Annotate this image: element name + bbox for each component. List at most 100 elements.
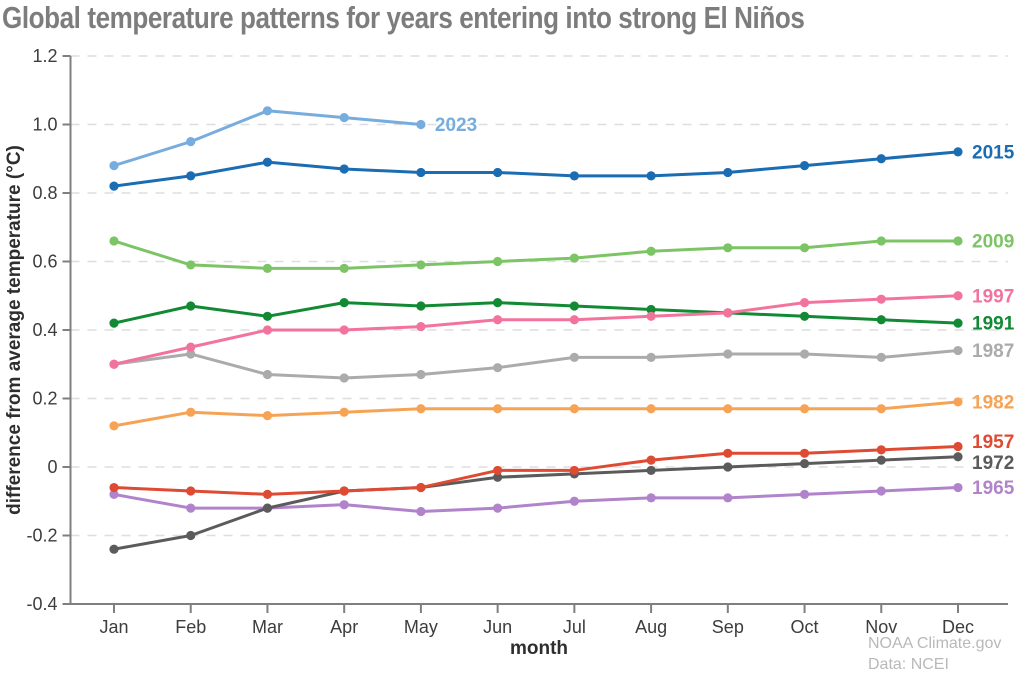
data-point-1997 xyxy=(876,294,886,304)
y-tick-label: 0 xyxy=(47,457,57,477)
data-point-2009 xyxy=(799,243,810,253)
data-point-1982 xyxy=(493,404,503,414)
data-point-1997 xyxy=(646,311,656,321)
data-point-1991 xyxy=(799,311,810,321)
data-point-1957 xyxy=(876,445,886,455)
data-point-1957 xyxy=(799,448,810,458)
data-point-1997 xyxy=(262,325,273,335)
x-tick-label: Nov xyxy=(865,617,897,637)
data-point-2009 xyxy=(569,253,579,263)
data-point-1987 xyxy=(799,349,810,359)
axes: 1.2 1.0 0.8 0.6 0.4 0.2 0 -0.2 -0.4 Jan Feb Mar Apr M… xyxy=(26,46,1008,637)
x-tick-label: Aug xyxy=(635,617,667,637)
data-point-1982 xyxy=(723,404,733,414)
data-point-1987 xyxy=(416,369,426,380)
y-tick-label: 1.0 xyxy=(32,115,57,135)
series-label-2009: 2009 xyxy=(972,231,1014,252)
data-point-1987 xyxy=(876,352,886,362)
series-label-2015: 2015 xyxy=(972,142,1015,163)
x-tick-label: Sep xyxy=(712,617,744,637)
x-tick-label: Jun xyxy=(483,617,512,637)
data-point-2009 xyxy=(493,256,503,267)
data-point-1965 xyxy=(799,489,810,499)
data-point-1991 xyxy=(953,318,963,328)
data-point-1972 xyxy=(876,455,886,465)
series-line-1991 xyxy=(112,301,960,325)
y-tick-label: 0.2 xyxy=(32,389,57,409)
data-point-1957 xyxy=(109,482,119,493)
data-point-2015 xyxy=(646,171,656,181)
y-tick-label: -0.4 xyxy=(26,594,57,614)
data-point-1997 xyxy=(569,315,579,325)
data-point-1972 xyxy=(953,452,963,462)
data-point-2023 xyxy=(416,119,426,130)
data-point-2023 xyxy=(109,161,119,171)
data-point-2009 xyxy=(339,263,349,273)
chart-title: Global temperature patterns for years en… xyxy=(2,0,805,35)
x-tick-label: May xyxy=(404,617,438,637)
data-point-1982 xyxy=(262,411,273,421)
data-point-1991 xyxy=(109,318,119,328)
data-point-1972 xyxy=(493,472,503,482)
data-point-1982 xyxy=(339,407,349,417)
data-point-1972 xyxy=(186,530,196,541)
data-point-1965 xyxy=(876,486,886,496)
data-point-1965 xyxy=(109,489,119,499)
data-point-2015 xyxy=(339,164,349,174)
data-point-2015 xyxy=(799,161,810,171)
data-point-2015 xyxy=(569,171,579,181)
data-point-1982 xyxy=(416,404,426,414)
y-tick-label: 1.2 xyxy=(32,46,57,66)
data-point-1987 xyxy=(186,349,196,359)
data-point-1957 xyxy=(339,486,349,496)
series-line-1965 xyxy=(112,486,960,514)
y-tick-label: -0.2 xyxy=(26,526,57,546)
attribution: NOAA Climate.gov Data: NCEI xyxy=(868,633,1001,675)
data-point-2009 xyxy=(646,246,656,256)
gridlines xyxy=(70,55,1008,537)
series-line-2009 xyxy=(112,239,960,270)
series-label-1991: 1991 xyxy=(972,314,1015,335)
data-point-1997 xyxy=(416,321,426,332)
data-point-1972 xyxy=(262,503,273,513)
data-point-1987 xyxy=(262,369,273,380)
data-point-1987 xyxy=(339,373,349,383)
data-point-1982 xyxy=(799,404,810,414)
data-point-1991 xyxy=(493,298,503,308)
data-point-1972 xyxy=(646,465,656,476)
data-point-1965 xyxy=(953,482,963,493)
data-point-1957 xyxy=(416,482,426,493)
data-point-2023 xyxy=(186,137,196,147)
data-point-1957 xyxy=(569,465,579,476)
data-point-1965 xyxy=(493,503,503,513)
series-line-1987 xyxy=(112,349,960,380)
series-label-1987: 1987 xyxy=(972,341,1014,362)
data-point-1965 xyxy=(339,500,349,510)
data-point-1957 xyxy=(953,441,963,452)
series-line-1997 xyxy=(112,294,960,366)
data-point-1965 xyxy=(416,506,426,517)
x-axis-title: month xyxy=(510,638,568,659)
data-point-1987 xyxy=(953,345,963,356)
data-point-1991 xyxy=(186,301,196,311)
data-point-1957 xyxy=(186,486,196,496)
data-point-1997 xyxy=(186,342,196,352)
y-tick-label: 0.8 xyxy=(32,183,57,203)
x-tick-label: Jul xyxy=(563,617,586,637)
data-point-1957 xyxy=(723,448,733,458)
data-point-1997 xyxy=(109,359,119,369)
data-point-1957 xyxy=(493,465,503,476)
y-tick-label: 0.6 xyxy=(32,252,57,272)
data-point-1957 xyxy=(646,455,656,465)
x-tick-label: Jan xyxy=(99,617,128,637)
data-point-1957 xyxy=(262,489,273,499)
data-point-1972 xyxy=(723,462,733,472)
data-point-1982 xyxy=(646,404,656,414)
data-point-2015 xyxy=(723,167,733,178)
data-point-2015 xyxy=(953,147,963,157)
data-point-1987 xyxy=(493,363,503,373)
series-line-2015 xyxy=(112,150,960,188)
data-point-2023 xyxy=(262,106,273,116)
